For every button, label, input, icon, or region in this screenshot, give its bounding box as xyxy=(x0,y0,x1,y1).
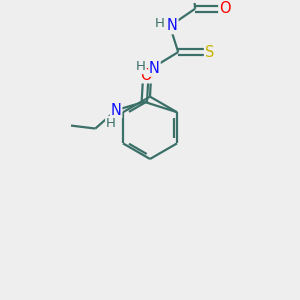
Text: H: H xyxy=(154,16,164,29)
Text: S: S xyxy=(205,45,214,60)
Text: O: O xyxy=(219,1,231,16)
Text: N: N xyxy=(167,19,178,34)
Text: H: H xyxy=(136,60,146,74)
Text: N: N xyxy=(149,61,160,76)
Text: H: H xyxy=(106,117,116,130)
Text: O: O xyxy=(140,68,152,82)
Text: N: N xyxy=(111,103,122,118)
